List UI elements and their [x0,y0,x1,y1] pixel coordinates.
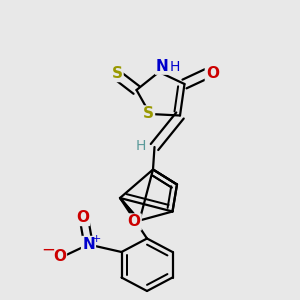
Text: +: + [92,234,102,244]
Text: H: H [136,139,146,152]
Text: N: N [82,237,95,252]
Text: H: H [169,60,180,74]
Text: N: N [156,59,168,74]
Text: −: − [41,241,55,259]
Text: O: O [53,249,66,264]
Text: O: O [128,214,141,230]
Text: O: O [76,210,89,225]
Text: O: O [206,66,219,81]
Text: S: S [112,66,122,81]
Text: S: S [143,106,154,122]
